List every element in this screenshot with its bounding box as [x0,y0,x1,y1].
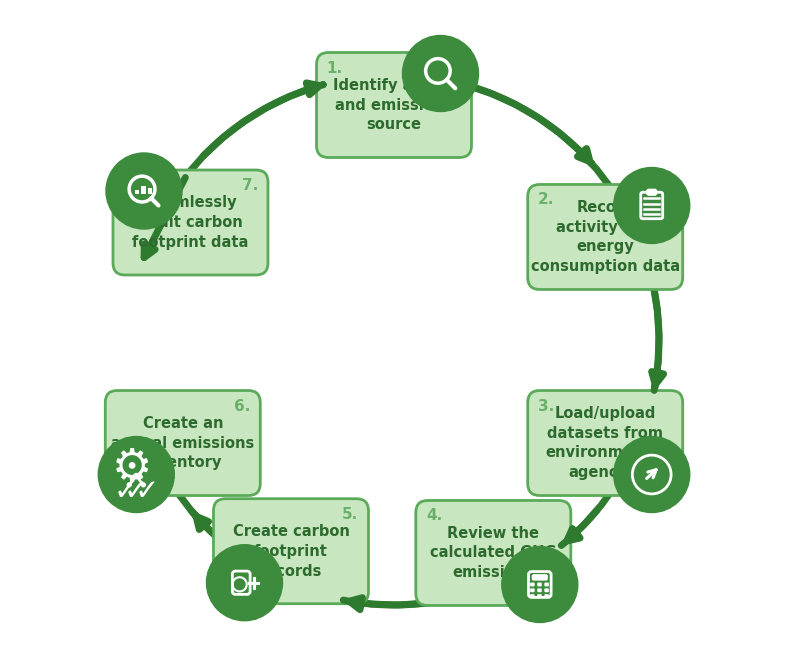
Text: Identify assets
and emissions
source: Identify assets and emissions source [332,78,455,132]
FancyBboxPatch shape [416,500,570,606]
Circle shape [133,474,139,479]
Text: Review the
calculated GHG
emissions: Review the calculated GHG emissions [430,526,556,580]
Circle shape [502,547,578,622]
Circle shape [127,483,131,487]
Text: ✓: ✓ [134,478,159,507]
Text: 2.: 2. [538,192,554,208]
FancyBboxPatch shape [537,582,542,586]
FancyBboxPatch shape [528,391,682,496]
FancyBboxPatch shape [528,184,682,289]
Circle shape [402,36,478,111]
Text: 6.: 6. [234,399,250,413]
FancyBboxPatch shape [544,588,549,592]
Text: 1.: 1. [327,60,342,76]
FancyBboxPatch shape [530,594,535,598]
Text: 5.: 5. [342,507,358,522]
Text: Create an
annual emissions
inventory: Create an annual emissions inventory [111,415,254,470]
FancyBboxPatch shape [148,188,152,194]
FancyBboxPatch shape [105,391,260,496]
Circle shape [141,483,145,487]
FancyBboxPatch shape [544,582,549,586]
Text: ✓: ✓ [124,478,148,507]
Text: Seamlessly
audit carbon
footprint data: Seamlessly audit carbon footprint data [133,195,249,250]
FancyBboxPatch shape [544,594,549,598]
FancyBboxPatch shape [532,574,548,581]
Circle shape [614,168,690,243]
FancyBboxPatch shape [537,588,542,592]
FancyBboxPatch shape [316,52,472,157]
FancyBboxPatch shape [113,170,268,275]
FancyBboxPatch shape [530,582,535,586]
FancyBboxPatch shape [647,190,656,195]
FancyBboxPatch shape [141,186,146,194]
Text: 7.: 7. [241,178,258,193]
FancyBboxPatch shape [530,588,535,592]
Text: 3.: 3. [538,399,554,413]
FancyBboxPatch shape [537,594,542,598]
FancyBboxPatch shape [214,498,368,604]
Text: Create carbon
footprint
records: Create carbon footprint records [233,524,350,578]
FancyBboxPatch shape [135,190,140,194]
Circle shape [207,545,282,620]
Text: ✓: ✓ [114,478,138,507]
Text: 4.: 4. [426,509,442,523]
Text: Load/upload
datasets from
environmental
agencies: Load/upload datasets from environmental … [545,406,665,480]
Circle shape [614,437,690,513]
Text: ⚙: ⚙ [111,447,151,490]
Circle shape [99,437,174,513]
Circle shape [106,153,182,229]
Text: Record
activity and
energy
consumption data: Record activity and energy consumption d… [531,200,680,274]
